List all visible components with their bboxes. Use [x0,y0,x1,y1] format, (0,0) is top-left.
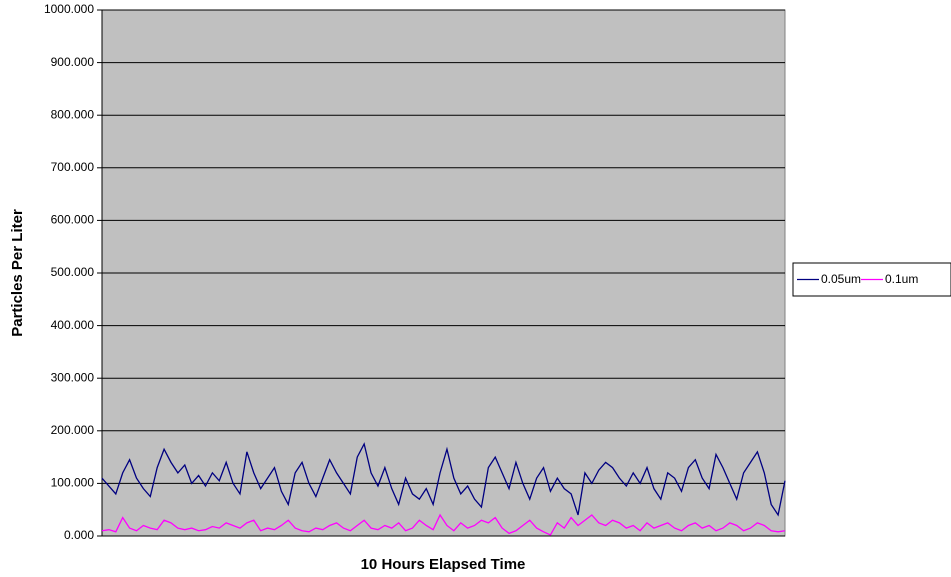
y-tick-label: 200.000 [51,423,95,437]
y-tick-label: 900.000 [51,55,95,69]
legend-label: 0.05um [821,272,861,286]
series-line [101,513,786,536]
y-tick-label: 1000.000 [44,2,94,16]
y-axis-title: Particles Per Liter [9,209,26,337]
y-tick-label: 600.000 [51,213,95,227]
y-tick-label: 100.000 [51,476,95,490]
legend-label: 0.1um [885,272,918,286]
y-tick-label: 700.000 [51,160,95,174]
y-tick-label: 0.000 [64,528,94,542]
x-axis-title: 10 Hours Elapsed Time [361,556,526,573]
y-tick-label: 800.000 [51,107,95,121]
y-tick-label: 400.000 [51,318,95,332]
y-tick-label: 500.000 [51,265,95,279]
y-tick-label: 300.000 [51,370,95,384]
series-line [101,442,786,517]
